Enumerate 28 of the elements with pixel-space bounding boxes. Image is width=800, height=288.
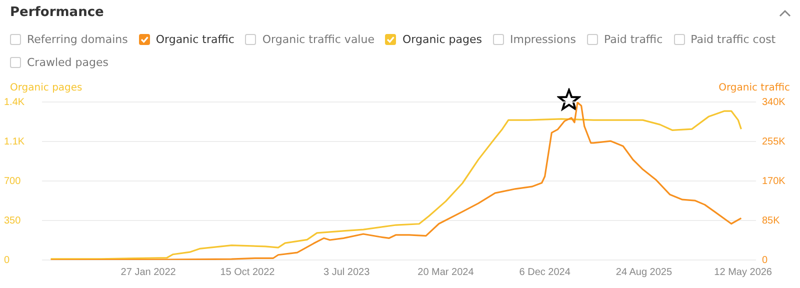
- y-axis-title: Organic pages: [10, 82, 82, 94]
- y2-tick-label: 85K: [762, 215, 780, 226]
- x-tick-label: 27 Jan 2022: [120, 266, 176, 278]
- legend-label: Organic pages: [402, 32, 482, 46]
- text: Paid traffic: [604, 32, 663, 46]
- text: Referring domains: [27, 32, 128, 46]
- x-tick-label: 6 Dec 2024: [519, 266, 571, 278]
- y-tick-label: 1.1K: [4, 136, 25, 148]
- text: Crawled pages: [27, 56, 108, 68]
- chart-title: Performance: [10, 5, 104, 20]
- legend-label: Organic traffic: [156, 32, 234, 46]
- x-tick-label: 12 May 2026: [714, 266, 772, 278]
- text: Paid traffic cost: [690, 32, 776, 46]
- y-tick-label: 0: [4, 254, 10, 266]
- y2-axis-title: Organic traffic: [718, 82, 790, 94]
- y2-tick-label: 255K: [762, 136, 786, 148]
- x-tick-label: 20 Mar 2024: [418, 266, 474, 278]
- text: Organic traffic value: [262, 32, 374, 46]
- x-tick-label: 24 Aug 2025: [616, 266, 672, 278]
- y2-tick-label: 340K: [762, 96, 786, 108]
- y2-tick-label: 0: [762, 254, 768, 266]
- x-tick-label: 15 Oct 2022: [220, 266, 276, 278]
- text: Impressions: [510, 32, 576, 46]
- y-tick-label: 1.4K: [4, 96, 25, 108]
- y-tick-label: 350: [4, 215, 22, 226]
- y2-tick-label: 170K: [762, 176, 786, 187]
- y-tick-label: 700: [4, 176, 22, 187]
- x-tick-label: 3 Jul 2023: [324, 266, 370, 278]
